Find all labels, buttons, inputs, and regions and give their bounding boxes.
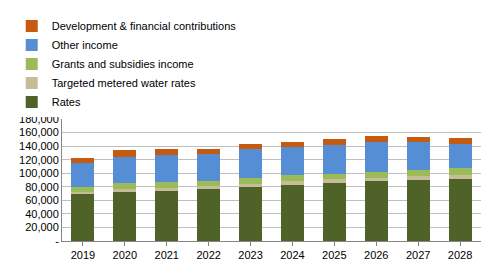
svg-text:Rates: Rates: [52, 96, 81, 108]
svg-text:2022: 2022: [196, 249, 220, 261]
svg-text:2025: 2025: [322, 249, 346, 261]
svg-text:180,000: 180,000: [19, 112, 59, 125]
svg-text:40,000: 40,000: [25, 208, 59, 220]
svg-text:2020: 2020: [113, 249, 137, 261]
svg-text:Development & financial contri: Development & financial contributions: [52, 20, 237, 32]
svg-text:140,000: 140,000: [19, 140, 59, 152]
svg-text:Other income: Other income: [52, 39, 118, 51]
svg-text:100,000: 100,000: [19, 167, 59, 179]
svg-text:2023: 2023: [238, 249, 262, 261]
svg-text:2024: 2024: [280, 249, 304, 261]
svg-text:2026: 2026: [364, 249, 388, 261]
svg-text:2021: 2021: [155, 249, 179, 261]
svg-text:120,000: 120,000: [19, 154, 59, 166]
svg-text:160,000: 160,000: [19, 126, 59, 138]
svg-text:2028: 2028: [448, 249, 472, 261]
svg-text:80,000: 80,000: [25, 181, 59, 193]
svg-text:-: -: [55, 235, 59, 247]
svg-text:Grants and subsidies income: Grants and subsidies income: [52, 58, 194, 70]
svg-text:2027: 2027: [406, 249, 430, 261]
svg-text:Targeted metered water rates: Targeted metered water rates: [52, 77, 196, 89]
svg-text:2019: 2019: [71, 249, 95, 261]
svg-text:20,000: 20,000: [25, 221, 59, 233]
svg-text:60,000: 60,000: [25, 194, 59, 206]
